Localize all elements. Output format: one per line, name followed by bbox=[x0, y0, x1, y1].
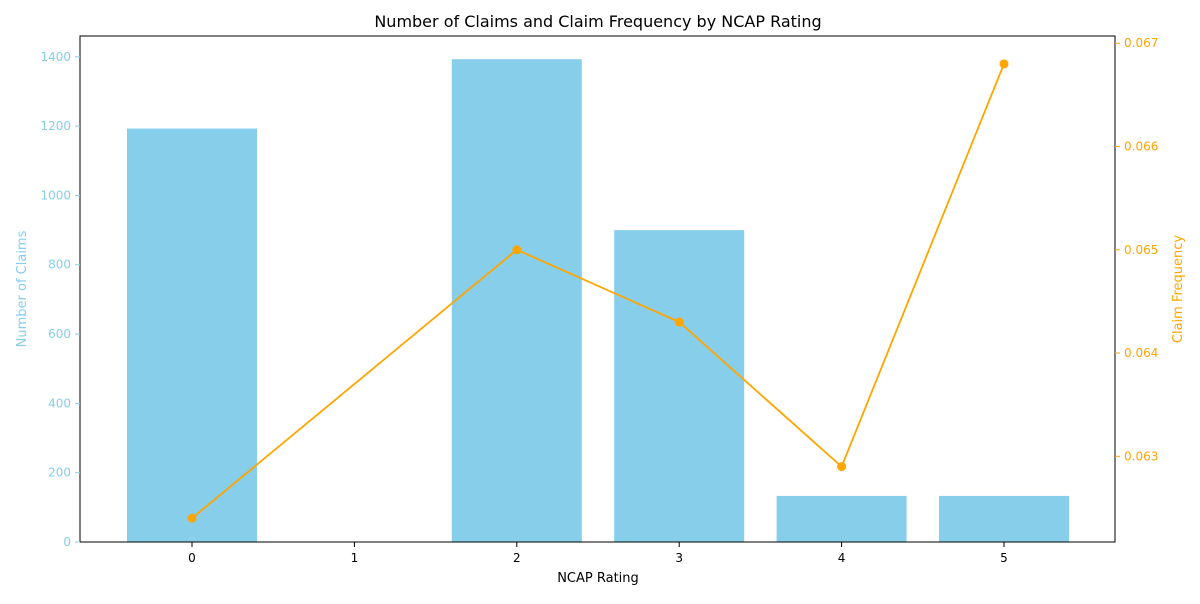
x-tick-label: 4 bbox=[838, 551, 846, 565]
line-layer bbox=[187, 59, 1009, 523]
x-tick-label: 0 bbox=[188, 551, 196, 565]
claim-frequency-line bbox=[191, 63, 1005, 519]
right-y-tick-label: 0.067 bbox=[1124, 36, 1158, 50]
bar-ncap-0 bbox=[127, 128, 257, 542]
axes-layer: 0 1 2 3 4 5 0 200 400 600 800 1000 1200 1400 0.063 0.06… bbox=[40, 35, 1158, 565]
bar-ncap-4 bbox=[776, 495, 907, 542]
left-y-tick-label: 1400 bbox=[40, 50, 71, 64]
plot-frame bbox=[79, 35, 1116, 543]
chart-title: Number of Claims and Claim Frequency by … bbox=[374, 12, 821, 31]
frequency-point-ncap-5 bbox=[999, 59, 1009, 69]
x-tick-label: 3 bbox=[675, 551, 683, 565]
x-tick-label: 1 bbox=[351, 551, 359, 565]
bar-ncap-2 bbox=[451, 59, 582, 542]
left-y-tick-label: 1000 bbox=[40, 188, 71, 202]
left-y-tick-label: 800 bbox=[48, 258, 71, 272]
bars-layer bbox=[127, 59, 1069, 542]
left-y-tick-label: 0 bbox=[63, 535, 71, 549]
right-y-tick-label: 0.066 bbox=[1124, 139, 1158, 153]
bar-ncap-3 bbox=[614, 230, 745, 542]
right-y-tick-label: 0.065 bbox=[1124, 243, 1158, 257]
right-y-tick-label: 0.064 bbox=[1124, 346, 1158, 360]
left-y-axis-label: Number of Claims bbox=[15, 230, 30, 347]
left-y-tick-label: 200 bbox=[48, 466, 71, 480]
frequency-point-ncap-0 bbox=[187, 513, 197, 523]
right-y-tick-label: 0.063 bbox=[1124, 449, 1158, 463]
x-tick-label: 5 bbox=[1000, 551, 1008, 565]
right-y-axis-label: Claim Frequency bbox=[1171, 235, 1186, 344]
x-axis-label: NCAP Rating bbox=[557, 571, 639, 586]
bar-ncap-5 bbox=[939, 495, 1069, 542]
left-y-tick-label: 600 bbox=[48, 327, 71, 341]
frequency-point-ncap-3 bbox=[674, 317, 684, 327]
left-y-tick-label: 400 bbox=[48, 396, 71, 410]
left-y-tick-label: 1200 bbox=[40, 119, 71, 133]
frequency-point-ncap-2 bbox=[512, 245, 522, 255]
x-tick-label: 2 bbox=[513, 551, 521, 565]
frequency-point-ncap-4 bbox=[837, 462, 847, 472]
